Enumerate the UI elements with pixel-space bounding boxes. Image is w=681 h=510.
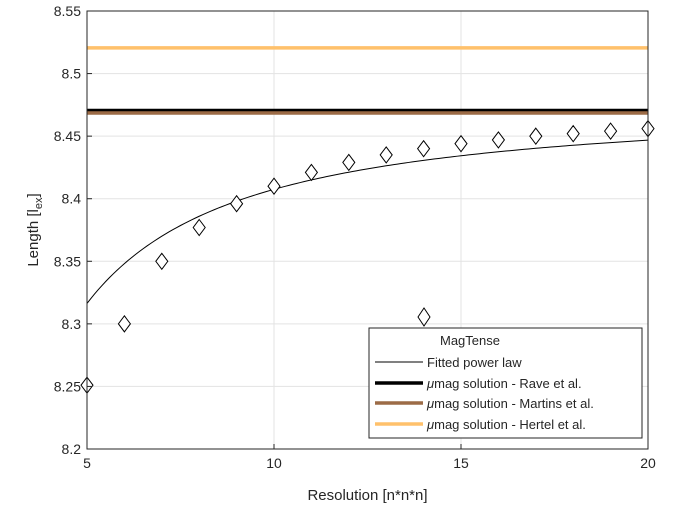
data-point-diamond xyxy=(342,153,356,172)
x-axis-ticks: 5 10 15 20 xyxy=(83,444,656,471)
fitted-power-law-line xyxy=(86,139,649,304)
data-point-diamond xyxy=(117,315,132,333)
legend-label: μmag solution - Rave et al. xyxy=(426,376,582,391)
y-tick-label: 8.25 xyxy=(54,378,81,394)
mag-word: mag xyxy=(434,396,459,411)
y-axis-label-close: ] xyxy=(25,193,42,197)
data-point-diamond xyxy=(566,124,580,143)
x-tick-label: 10 xyxy=(266,455,282,471)
reference-lines xyxy=(87,46,648,115)
y-tick-label: 8.2 xyxy=(62,441,82,457)
data-point-diamond xyxy=(155,252,169,271)
legend-label: MagTense xyxy=(440,333,500,348)
fitted-curve xyxy=(86,139,649,304)
mag-word: mag xyxy=(434,376,459,391)
data-point-diamond xyxy=(603,122,618,140)
data-point-diamond xyxy=(529,127,543,145)
data-point-diamond xyxy=(229,194,244,213)
y-tick-label: 8.3 xyxy=(62,316,82,332)
y-tick-label: 8.45 xyxy=(54,128,81,144)
legend-text: solution - Hertel et al. xyxy=(463,417,586,432)
y-axis-label-main: Length [l xyxy=(25,209,42,267)
y-tick-label: 8.5 xyxy=(62,66,82,82)
x-tick-label: 15 xyxy=(453,455,469,471)
legend-text: solution - Martins et al. xyxy=(463,396,594,411)
y-axis-label: Length [lex] xyxy=(25,193,45,266)
legend-entry-rave: μmag solution - Rave et al. xyxy=(375,376,582,391)
legend-entry-fitted: Fitted power law xyxy=(375,355,522,370)
legend: MagTense Fitted power law μmag solution … xyxy=(368,307,643,439)
legend-label: Fitted power law xyxy=(427,355,522,370)
legend-entry-martins: μmag solution - Martins et al. xyxy=(375,396,594,411)
data-point-diamond xyxy=(379,146,393,164)
x-axis-label: Resolution [n*n*n] xyxy=(307,487,427,504)
legend-diamond-marker xyxy=(417,307,431,327)
legend-text: solution - Rave et al. xyxy=(463,376,582,391)
mu-symbol: μ xyxy=(426,417,434,432)
x-tick-label: 20 xyxy=(640,455,656,471)
data-point-diamond xyxy=(491,131,506,149)
y-axis-ticks: 8.2 8.25 8.3 8.35 8.4 8.45 8.5 8.55 xyxy=(54,3,92,457)
legend-entry-magtense: MagTense xyxy=(417,307,500,348)
plot-frame xyxy=(86,10,649,450)
mag-word: mag xyxy=(434,417,459,432)
grid xyxy=(87,11,648,449)
legend-label: μmag solution - Hertel et al. xyxy=(426,417,586,432)
legend-entry-hertel: μmag solution - Hertel et al. xyxy=(375,417,586,432)
x-tick-label: 5 xyxy=(83,455,91,471)
data-point-diamond xyxy=(416,139,431,158)
data-point-diamond xyxy=(454,134,468,153)
y-axis-label-sub: ex xyxy=(33,197,45,209)
magtense-markers xyxy=(80,119,655,395)
y-tick-label: 8.4 xyxy=(62,191,82,207)
mu-symbol: μ xyxy=(426,396,434,411)
mu-symbol: μ xyxy=(426,376,434,391)
y-tick-label: 8.55 xyxy=(54,3,81,19)
data-point-diamond xyxy=(192,218,206,237)
y-tick-label: 8.35 xyxy=(54,253,81,269)
data-point-diamond xyxy=(267,177,281,196)
legend-label: μmag solution - Martins et al. xyxy=(426,396,594,411)
data-point-diamond xyxy=(304,163,319,182)
